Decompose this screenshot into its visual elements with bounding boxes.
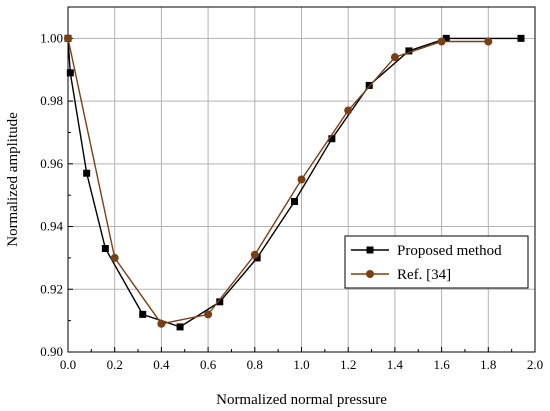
y-tick-label: 0.90 xyxy=(40,344,63,359)
data-point xyxy=(110,253,119,262)
data-point xyxy=(101,245,109,252)
x-tick-label: 1.4 xyxy=(387,357,404,372)
y-tick-label: 1.00 xyxy=(40,30,63,45)
x-tick-label: 1.0 xyxy=(293,357,309,372)
data-point xyxy=(517,34,525,42)
data-point xyxy=(328,135,336,143)
legend-label: Ref. [34] xyxy=(397,267,451,283)
data-point xyxy=(83,169,91,177)
x-tick-label: 1.2 xyxy=(340,357,356,372)
y-tick-label: 0.92 xyxy=(40,281,63,296)
data-point xyxy=(290,197,298,205)
data-point xyxy=(390,53,399,62)
series-2 xyxy=(64,34,493,328)
data-point xyxy=(204,310,213,319)
data-point xyxy=(365,81,373,89)
data-point xyxy=(344,106,353,115)
y-tick-label: 0.96 xyxy=(40,156,63,171)
data-point xyxy=(66,69,74,77)
series-line xyxy=(67,38,489,325)
data-point xyxy=(176,323,184,331)
data-point xyxy=(216,298,224,306)
data-point xyxy=(437,37,446,46)
series-layer xyxy=(64,34,525,331)
x-tick-label: 0.2 xyxy=(107,357,123,372)
data-point xyxy=(297,175,306,184)
tick-layer: 0.0 0.2 0.4 0.6 0.8 1.0 1.2 1.4 1.6 1.8 2.0 0.90 0.9… xyxy=(40,30,543,372)
x-tick-label: 1.8 xyxy=(480,357,496,372)
data-point xyxy=(157,319,166,328)
y-axis-title: Normalized amplitude xyxy=(5,112,21,247)
legend-marker xyxy=(366,246,374,254)
x-tick-label: 0.6 xyxy=(200,357,217,372)
data-point xyxy=(442,34,450,42)
x-tick-label: 0.0 xyxy=(60,357,76,372)
legend: Proposed method Ref. [34] xyxy=(344,235,529,289)
x-tick-label: 0.4 xyxy=(153,357,170,372)
x-tick-label: 0.8 xyxy=(247,357,263,372)
y-tick-label: 0.98 xyxy=(40,93,63,108)
data-point xyxy=(484,37,493,46)
y-tick-label: 0.94 xyxy=(40,219,63,234)
data-point xyxy=(405,47,413,55)
legend-marker xyxy=(366,270,374,278)
series-line xyxy=(67,37,521,328)
x-axis-title: Normalized normal pressure xyxy=(216,392,387,408)
data-point xyxy=(250,250,259,259)
data-point xyxy=(64,34,72,43)
x-tick-label: 1.6 xyxy=(433,357,450,372)
legend-box xyxy=(344,235,529,289)
x-tick-label: 2.0 xyxy=(527,357,543,372)
data-point xyxy=(139,310,147,318)
legend-label: Proposed method xyxy=(397,243,502,259)
